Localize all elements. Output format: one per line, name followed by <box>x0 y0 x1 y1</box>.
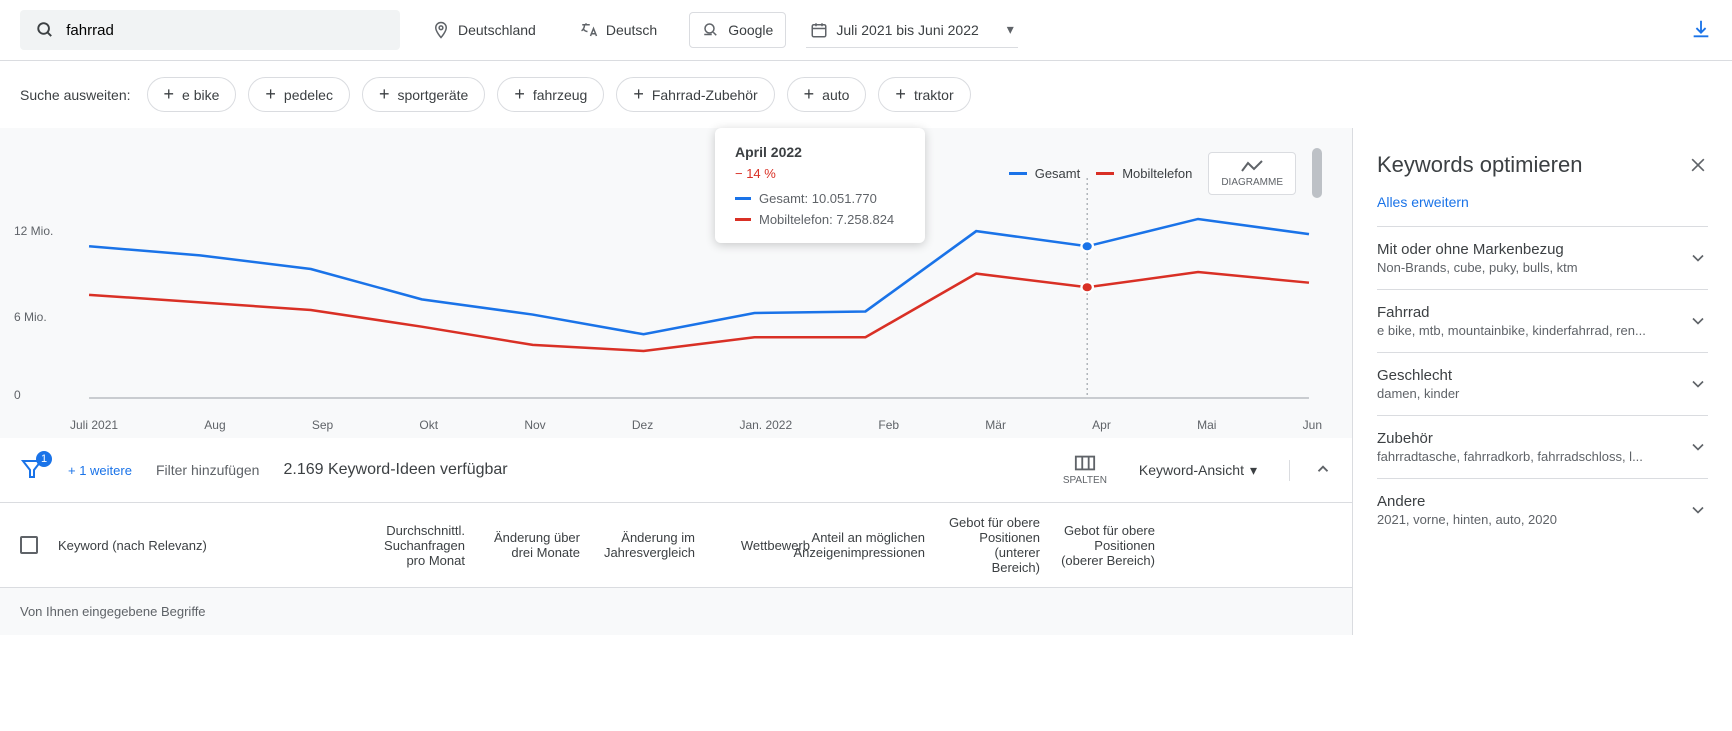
category-item[interactable]: Zubehörfahrradtasche, fahrradkorb, fahrr… <box>1377 415 1708 478</box>
caret-down-icon: ▾ <box>1250 462 1257 479</box>
th-bid-low[interactable]: Gebot für obere Positionen (unterer Bere… <box>935 503 1050 587</box>
legend-swatch <box>1096 172 1114 175</box>
caret-down-icon: ▾ <box>1007 21 1014 38</box>
network-icon <box>702 21 720 39</box>
select-all-checkbox[interactable] <box>20 536 38 554</box>
suggestion-pill[interactable]: +fahrzeug <box>497 77 604 112</box>
y-label-0: 0 <box>14 388 21 402</box>
right-panel-title: Keywords optimieren <box>1377 152 1582 178</box>
y-label-12: 12 Mio. <box>14 224 53 238</box>
chevron-down-icon <box>1688 311 1708 331</box>
download-icon <box>1690 18 1712 40</box>
keyword-count: 2.169 Keyword-Ideen verfügbar <box>283 461 507 479</box>
legend-swatch <box>1009 172 1027 175</box>
chevron-up-icon <box>1314 460 1332 478</box>
tooltip-delta: − 14 % <box>735 166 905 181</box>
th-keyword[interactable]: Keyword (nach Relevanz) <box>0 503 360 587</box>
table-header: Keyword (nach Relevanz) Durchschnittl. S… <box>0 503 1352 588</box>
date-range-text: Juli 2021 bis Juni 2022 <box>836 22 978 38</box>
scrollbar[interactable] <box>1312 148 1322 198</box>
category-item[interactable]: Mit oder ohne MarkenbezugNon-Brands, cub… <box>1377 226 1708 289</box>
chevron-down-icon <box>1688 500 1708 520</box>
suggestion-pill[interactable]: +traktor <box>878 77 970 112</box>
search-icon <box>36 20 54 40</box>
network-filter[interactable]: Google <box>689 12 786 48</box>
section-label: Von Ihnen eingegebene Begriffe <box>0 588 1352 635</box>
add-filter-button[interactable]: Filter hinzufügen <box>156 462 260 478</box>
chevron-down-icon <box>1688 437 1708 457</box>
suggestion-pill[interactable]: +sportgeräte <box>362 77 485 112</box>
more-filters-link[interactable]: + 1 weitere <box>68 463 132 478</box>
date-range-filter[interactable]: Juli 2021 bis Juni 2022 ▾ <box>806 13 1017 48</box>
plus-icon: + <box>265 84 276 105</box>
search-input[interactable] <box>66 22 384 39</box>
expand-search-row: Suche ausweiten: +e bike +pedelec +sportge… <box>0 61 1732 128</box>
tooltip-title: April 2022 <box>735 144 905 160</box>
columns-button[interactable]: SPALTEN <box>1063 454 1107 486</box>
plus-icon: + <box>164 84 175 105</box>
right-panel: Keywords optimieren Alles erweitern Mit … <box>1352 128 1732 635</box>
legend-gesamt[interactable]: Gesamt <box>1009 166 1081 181</box>
th-bid-high[interactable]: Gebot für obere Positionen (oberer Berei… <box>1050 503 1165 587</box>
keyword-view-dropdown[interactable]: Keyword-Ansicht ▾ <box>1139 462 1257 479</box>
top-bar: Deutschland Deutsch Google Juli 2021 bis… <box>0 0 1732 61</box>
chevron-down-icon <box>1688 248 1708 268</box>
search-box[interactable] <box>20 10 400 50</box>
category-item[interactable]: Geschlechtdamen, kinder <box>1377 352 1708 415</box>
chart-tooltip: April 2022 − 14 % Gesamt: 10.051.770Mobi… <box>715 128 925 243</box>
suggestion-pill[interactable]: +auto <box>787 77 867 112</box>
expand-label: Suche ausweiten: <box>20 87 131 103</box>
plus-icon: + <box>895 84 906 105</box>
chart-area: 12 Mio. 6 Mio. 0 April 2022 − 14 % Gesam… <box>0 128 1352 438</box>
th-yoy[interactable]: Änderung im Jahresvergleich <box>590 503 705 587</box>
language-text: Deutsch <box>606 22 657 38</box>
collapse-button[interactable] <box>1289 460 1332 481</box>
th-impression[interactable]: Anteil an möglichen Anzeigenimpressionen <box>820 503 935 587</box>
th-3month[interactable]: Änderung über drei Monate <box>475 503 590 587</box>
suggestion-pill[interactable]: +Fahrrad-Zubehör <box>616 77 774 112</box>
expand-all-link[interactable]: Alles erweitern <box>1377 194 1708 210</box>
pin-icon <box>432 21 450 39</box>
filter-bar: 1 + 1 weitere Filter hinzufügen 2.169 Ke… <box>0 438 1352 503</box>
plus-icon: + <box>379 84 390 105</box>
suggestion-pill[interactable]: +pedelec <box>248 77 350 112</box>
legend-mobil[interactable]: Mobiltelefon <box>1096 166 1192 181</box>
close-icon[interactable] <box>1688 155 1708 175</box>
language-filter[interactable]: Deutsch <box>568 13 669 47</box>
plus-icon: + <box>804 84 815 105</box>
diagramme-button[interactable]: DIAGRAMME <box>1208 152 1296 195</box>
plus-icon: + <box>514 84 525 105</box>
location-text: Deutschland <box>458 22 536 38</box>
download-button[interactable] <box>1690 18 1712 43</box>
chart-line-icon <box>1240 159 1264 175</box>
language-icon <box>580 21 598 39</box>
filter-icon-button[interactable]: 1 <box>20 457 44 484</box>
plus-icon: + <box>633 84 644 105</box>
category-item[interactable]: Fahrrade bike, mtb, mountainbike, kinder… <box>1377 289 1708 352</box>
columns-icon <box>1074 454 1096 472</box>
category-item[interactable]: Andere2021, vorne, hinten, auto, 2020 <box>1377 478 1708 541</box>
location-filter[interactable]: Deutschland <box>420 13 548 47</box>
filter-badge: 1 <box>36 451 52 467</box>
y-label-6: 6 Mio. <box>14 310 47 324</box>
suggestion-pill[interactable]: +e bike <box>147 77 237 112</box>
network-text: Google <box>728 22 773 38</box>
calendar-icon <box>810 21 828 39</box>
th-searches[interactable]: Durchschnittl. Suchanfragen pro Monat <box>360 503 475 587</box>
chevron-down-icon <box>1688 374 1708 394</box>
